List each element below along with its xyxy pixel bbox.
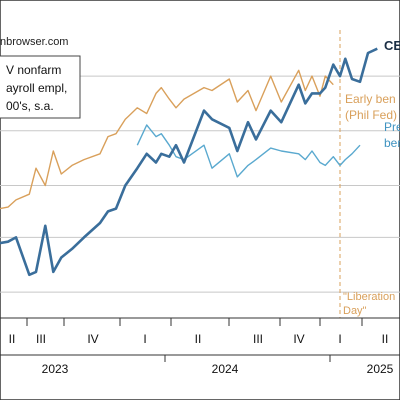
quarter-label-3: I bbox=[143, 332, 146, 346]
year-label-2023: 2023 bbox=[42, 362, 69, 376]
liberation-day-marker: "Liberation Day" bbox=[339, 30, 395, 318]
year-label-2024: 2024 bbox=[212, 362, 239, 376]
prelim-series-line bbox=[136, 124, 361, 178]
quarter-label-8: II bbox=[382, 332, 389, 346]
quarter-label-4: II bbox=[195, 332, 202, 346]
source-text: nbrowser.com bbox=[0, 36, 68, 48]
quarter-label-0: II bbox=[9, 332, 16, 346]
ces-series-label: CE bbox=[384, 38, 400, 53]
legend-box: V nonfarm ayroll empl, 00's, s.a. bbox=[0, 55, 81, 119]
ces-series-line bbox=[0, 47, 378, 277]
preliminary-benchmark-label-2: ben bbox=[384, 136, 400, 150]
early-series-line bbox=[0, 69, 334, 210]
liberation-day-label-1: "Liberation bbox=[343, 291, 395, 303]
quarter-label-7: I bbox=[338, 332, 341, 346]
quarter-ticks bbox=[0, 318, 400, 326]
year-label-2025: 2025 bbox=[367, 362, 394, 376]
preliminary-benchmark-label-1: Pre bbox=[384, 120, 400, 134]
x-axis: II III IV I II III IV I II 2023 2024 2025 bbox=[0, 317, 400, 376]
legend-line-1: V nonfarm bbox=[6, 63, 61, 77]
legend-box-frame bbox=[0, 55, 81, 119]
liberation-day-label-2: Day" bbox=[343, 305, 367, 317]
series-labels: CE Early ben (Phil Fed) Pre ben bbox=[345, 38, 400, 150]
quarter-label-2: IV bbox=[87, 332, 98, 346]
legend-line-2: ayroll empl, bbox=[6, 81, 67, 95]
year-labels: 2023 2024 2025 bbox=[42, 355, 394, 376]
quarter-label-5: III bbox=[253, 332, 263, 346]
early-benchmark-label-2: (Phil Fed) bbox=[345, 108, 397, 122]
grid-lines bbox=[0, 75, 400, 293]
quarter-labels: II III IV I II III IV I II bbox=[9, 332, 389, 346]
legend-line-3: 00's, s.a. bbox=[6, 99, 54, 113]
series-layer bbox=[0, 47, 378, 277]
quarter-label-6: IV bbox=[293, 332, 304, 346]
early-benchmark-label-1: Early ben bbox=[345, 92, 396, 106]
quarter-label-1: III bbox=[36, 332, 46, 346]
